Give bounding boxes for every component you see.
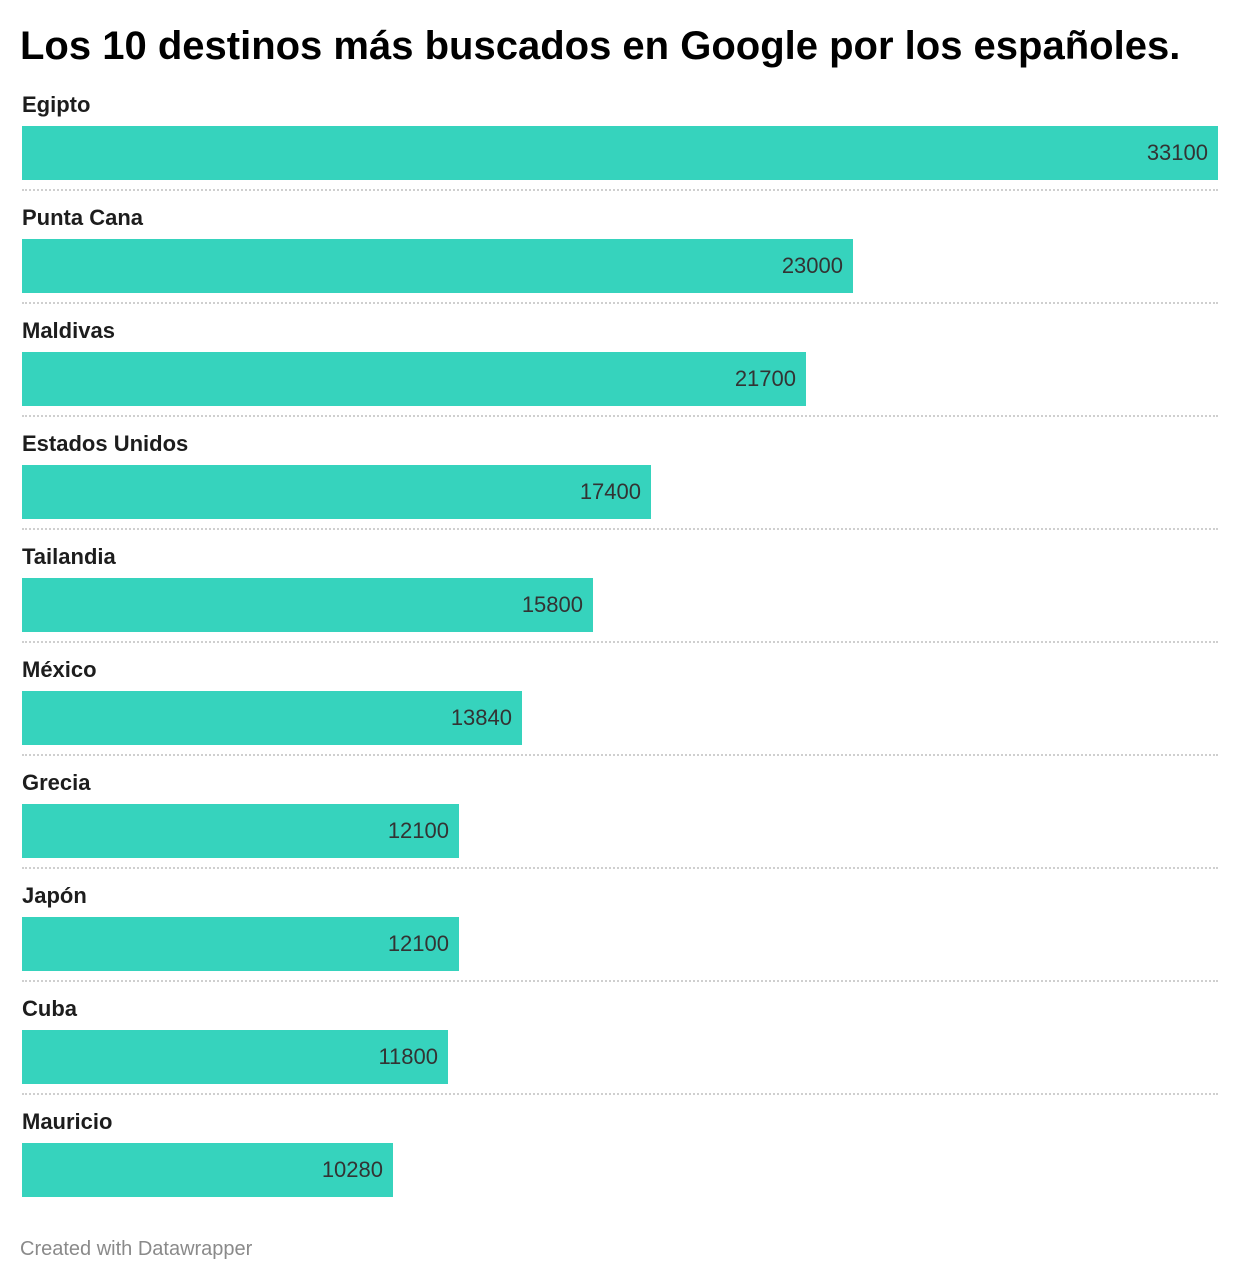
value-label: 23000 xyxy=(781,253,843,278)
bar[interactable]: 21700 xyxy=(22,352,806,406)
row-separator xyxy=(22,189,1218,191)
value-label: 12100 xyxy=(387,818,449,843)
row-separator xyxy=(22,415,1218,417)
row-separator xyxy=(22,528,1218,530)
row-separator xyxy=(22,1093,1218,1095)
row-separator xyxy=(22,641,1218,643)
bar[interactable]: 17400 xyxy=(22,465,651,519)
category-label: Mauricio xyxy=(22,1109,113,1134)
value-label: 33100 xyxy=(1146,140,1208,165)
category-label: Egipto xyxy=(22,92,91,117)
category-label: Estados Unidos xyxy=(22,431,189,456)
value-label: 15800 xyxy=(521,592,583,617)
bar[interactable]: 15800 xyxy=(22,578,593,632)
bar[interactable]: 10280 xyxy=(22,1143,393,1197)
row-separator xyxy=(22,867,1218,869)
category-label: Japón xyxy=(22,883,87,908)
bar[interactable]: 11800 xyxy=(22,1030,448,1084)
value-label: 17400 xyxy=(579,479,641,504)
value-label: 13840 xyxy=(450,705,512,730)
value-label: 11800 xyxy=(378,1044,438,1069)
value-label: 12100 xyxy=(387,931,449,956)
row-separator xyxy=(22,754,1218,756)
row-separator xyxy=(22,980,1218,982)
value-label: 21700 xyxy=(734,366,796,391)
bar[interactable]: 33100 xyxy=(22,126,1218,180)
value-label: 10280 xyxy=(321,1157,383,1182)
category-label: Maldivas xyxy=(22,318,115,343)
bar[interactable]: 12100 xyxy=(22,804,459,858)
category-label: Punta Cana xyxy=(22,205,144,230)
category-label: Grecia xyxy=(22,770,91,795)
bar[interactable]: 23000 xyxy=(22,239,853,293)
category-label: Cuba xyxy=(22,996,77,1021)
category-label: México xyxy=(22,657,97,682)
row-separator xyxy=(22,302,1218,304)
bar[interactable]: 13840 xyxy=(22,691,522,745)
bar[interactable]: 12100 xyxy=(22,917,459,971)
datawrapper-credit[interactable]: Created with Datawrapper xyxy=(20,1238,253,1260)
category-label: Tailandia xyxy=(22,544,116,569)
chart-title: Los 10 destinos más buscados en Google p… xyxy=(20,24,1181,68)
